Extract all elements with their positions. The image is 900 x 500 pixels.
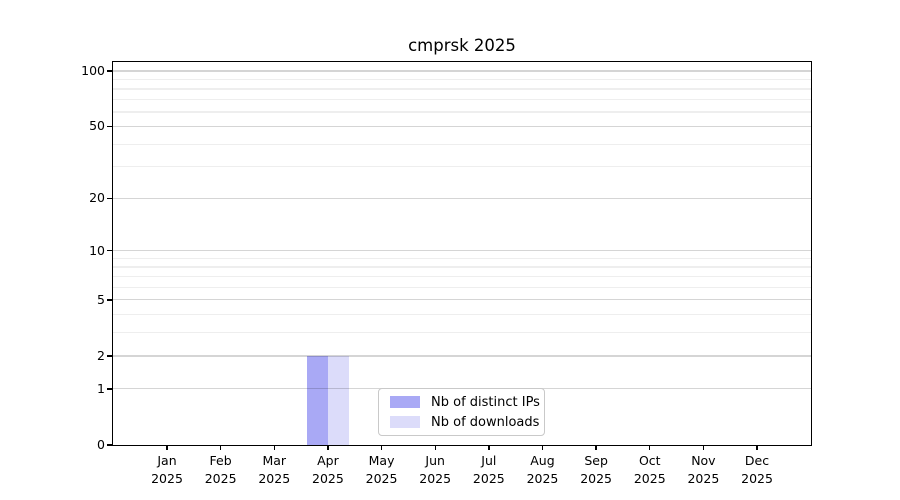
- x-tick: [273, 445, 275, 450]
- y-tick-label: 10: [89, 242, 105, 258]
- chart-title: cmprsk 2025: [408, 36, 516, 55]
- gridline-minor: [113, 332, 811, 334]
- y-tick-label: 20: [89, 190, 105, 206]
- x-tick-label: Jan 2025: [139, 452, 195, 488]
- x-tick: [595, 445, 597, 450]
- gridline-major: [113, 70, 811, 72]
- x-tick-year: 2025: [204, 471, 237, 486]
- x-tick-label: May 2025: [354, 452, 410, 488]
- gridline-minor: [113, 257, 811, 260]
- gridline-major: [113, 355, 811, 357]
- gridline-minor: [113, 111, 811, 113]
- x-tick-label: Nov 2025: [675, 452, 731, 488]
- x-tick-month: Mar: [262, 453, 287, 468]
- x-tick-label: Apr 2025: [300, 452, 356, 488]
- y-tick-label: 5: [97, 291, 105, 307]
- x-tick: [380, 445, 383, 450]
- y-tick: [106, 388, 112, 390]
- gridline-minor: [113, 166, 811, 168]
- x-tick-year: 2025: [687, 471, 720, 486]
- x-tick-month: Sep: [584, 453, 608, 468]
- gridline-minor: [113, 78, 811, 81]
- x-tick: [488, 445, 490, 450]
- y-tick: [106, 444, 112, 446]
- bar-nb-of-downloads: [327, 355, 350, 445]
- x-tick-year: 2025: [419, 471, 452, 486]
- x-tick-label: Sep 2025: [568, 452, 624, 488]
- y-tick: [106, 250, 112, 252]
- y-tick-label: 1: [97, 380, 105, 396]
- x-tick-year: 2025: [312, 471, 344, 486]
- x-tick: [434, 445, 436, 450]
- gridline-minor: [113, 314, 811, 316]
- y-tick: [106, 299, 112, 301]
- x-tick-month: Dec: [744, 453, 770, 468]
- y-tick: [106, 125, 112, 128]
- x-tick-month: Feb: [209, 453, 232, 468]
- x-tick-year: 2025: [580, 471, 613, 486]
- x-tick-year: 2025: [526, 471, 559, 486]
- x-tick-month: Jul: [481, 453, 497, 468]
- x-tick-month: Apr: [317, 453, 339, 468]
- legend-item-distinct-ips: Nb of distinct IPs: [390, 394, 544, 411]
- x-tick-month: Jan: [157, 453, 177, 468]
- x-tick-label: Oct 2025: [622, 452, 678, 488]
- x-tick-month: May: [368, 453, 395, 468]
- x-tick: [219, 445, 222, 450]
- x-tick-year: 2025: [741, 471, 773, 486]
- x-tick: [649, 445, 651, 450]
- x-tick-year: 2025: [151, 471, 183, 486]
- x-tick-month: Nov: [691, 453, 716, 468]
- x-tick-month: Aug: [530, 453, 555, 468]
- y-tick: [106, 355, 112, 357]
- bar-nb-of-distinct-ips: [306, 355, 328, 445]
- gridline-minor: [113, 266, 811, 268]
- y-tick-label: 0: [97, 437, 105, 452]
- gridline-major: [113, 250, 811, 252]
- x-tick-year: 2025: [365, 471, 398, 486]
- x-tick: [166, 445, 168, 450]
- y-tick: [106, 70, 112, 72]
- x-tick-label: Feb 2025: [193, 452, 249, 488]
- x-tick-year: 2025: [472, 471, 505, 486]
- gridline-minor: [113, 286, 811, 288]
- gridline-major: [113, 299, 811, 301]
- x-tick-year: 2025: [633, 471, 666, 486]
- legend-swatch-distinct-ips: [390, 396, 420, 408]
- legend-label-distinct-ips: Nb of distinct IPs: [431, 394, 540, 410]
- legend-label-downloads: Nb of downloads: [431, 414, 540, 430]
- gridline-minor: [113, 99, 811, 101]
- x-tick-month: Jun: [425, 453, 445, 468]
- gridline-minor: [113, 88, 811, 90]
- gridline-minor: [113, 275, 811, 278]
- legend: Nb of distinct IPs Nb of downloads: [378, 388, 545, 436]
- legend-item-downloads: Nb of downloads: [390, 414, 544, 431]
- x-tick-label: Jul 2025: [461, 452, 517, 488]
- x-tick-year: 2025: [258, 471, 291, 486]
- y-tick-label: 100: [81, 63, 105, 79]
- x-tick: [756, 445, 758, 450]
- x-tick: [541, 445, 544, 450]
- x-tick-month: Oct: [638, 453, 661, 468]
- x-tick-label: Mar 2025: [246, 452, 302, 488]
- gridline-major: [113, 125, 811, 128]
- x-tick: [702, 445, 705, 450]
- y-tick-label: 50: [89, 118, 105, 134]
- x-tick-label: Aug 2025: [514, 452, 570, 488]
- y-tick: [106, 197, 112, 200]
- legend-swatch-downloads: [390, 416, 420, 428]
- gridline-major: [113, 197, 811, 199]
- y-tick-label: 2: [97, 347, 105, 363]
- x-tick: [327, 445, 329, 450]
- x-tick-label: Jun 2025: [407, 452, 463, 488]
- x-tick-label: Dec 2025: [729, 452, 785, 488]
- gridline-minor: [113, 143, 811, 145]
